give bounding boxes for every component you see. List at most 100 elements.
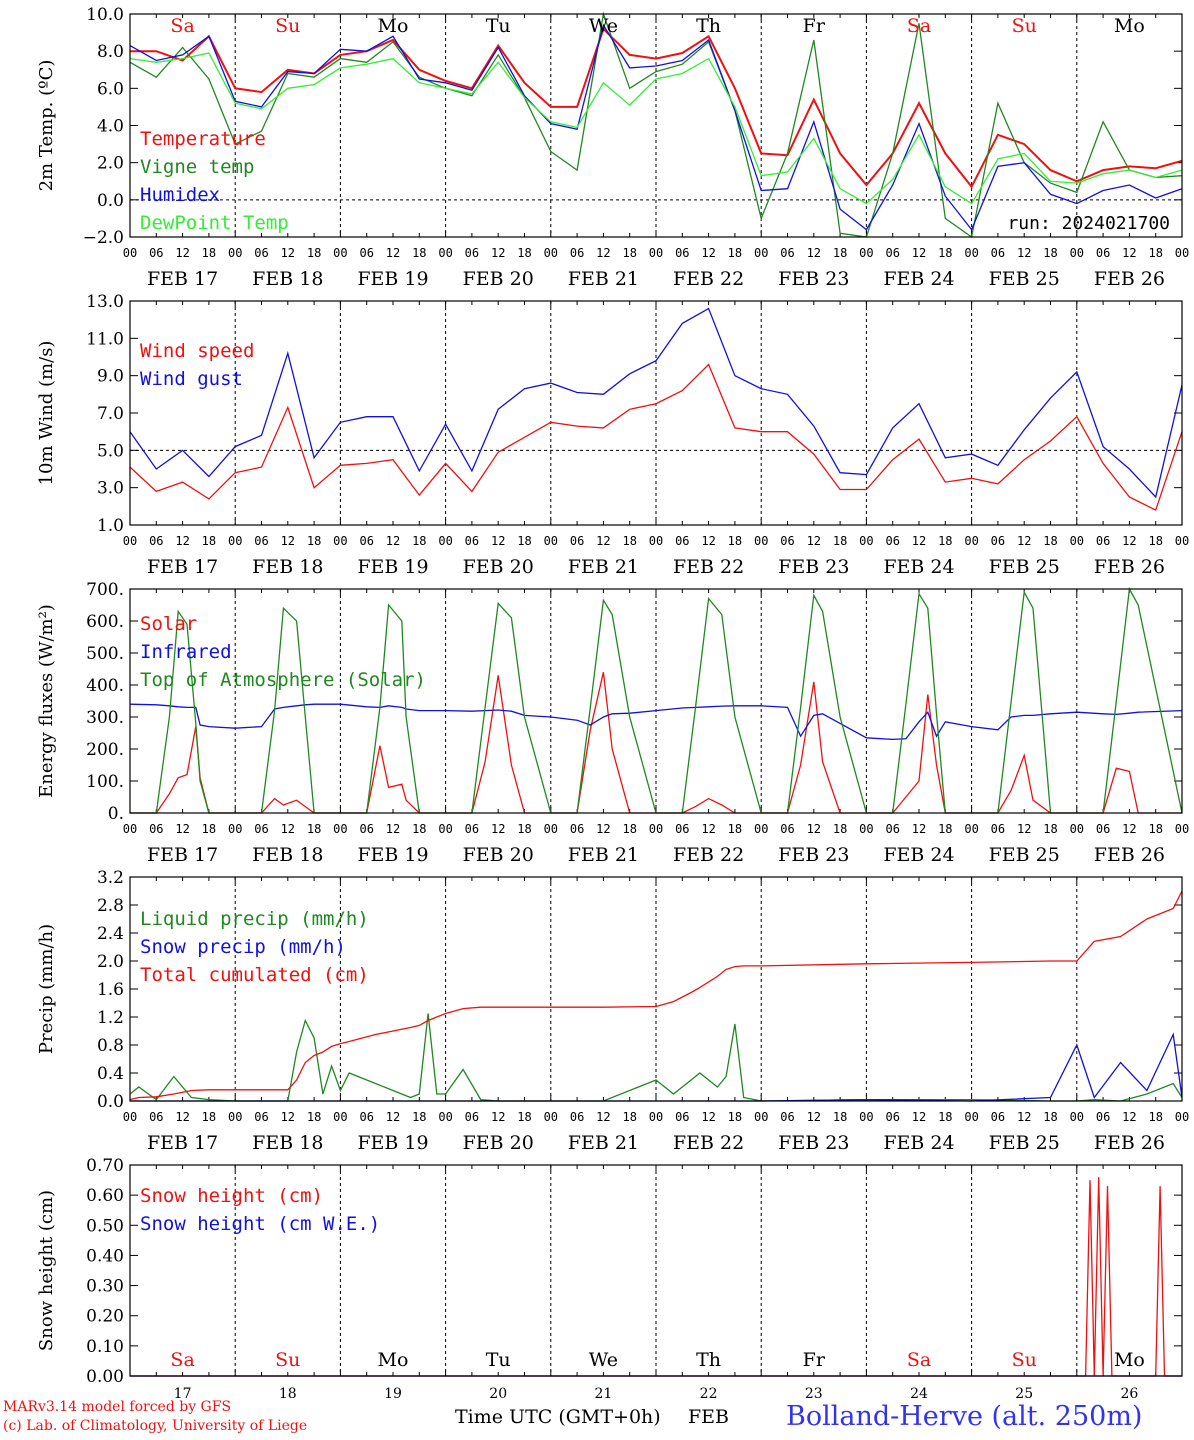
legend-entry: DewPoint Temp — [140, 212, 289, 234]
x-tick-label: 06 — [675, 822, 689, 836]
day-label: Su — [275, 1349, 300, 1371]
x-tick-label: 00 — [649, 246, 663, 260]
x-tick-label: 12 — [1017, 534, 1031, 548]
y-tick-label: 0.00 — [86, 1367, 124, 1387]
series-line-total-cumulated-cm — [129, 890, 1183, 1101]
series-line-snow-precip-mm-h — [130, 1032, 1183, 1102]
x-tick-label: 00 — [544, 822, 558, 836]
x-tick-label: 18 — [412, 246, 426, 260]
y-tick-label: 8.0 — [97, 42, 124, 62]
x-tick-label: 00 — [1070, 1110, 1084, 1124]
y-tick-label: 0.60 — [86, 1186, 124, 1206]
x-tick-label: 12 — [912, 1110, 926, 1124]
x-tick-label: 12 — [807, 534, 821, 548]
x-tick-label: 00 — [1070, 246, 1084, 260]
x-tick-label: 12 — [1122, 246, 1136, 260]
date-label: FEB 24 — [883, 556, 954, 578]
date-label: FEB 24 — [883, 1132, 954, 1154]
day-number-label: 25 — [1015, 1386, 1033, 1402]
x-tick-label: 00 — [964, 1110, 978, 1124]
x-tick-label: 18 — [938, 1110, 952, 1124]
plot-frame — [129, 876, 1183, 1102]
x-tick-label: 18 — [307, 822, 321, 836]
x-tick-label: 18 — [202, 822, 216, 836]
day-label: We — [589, 1349, 618, 1371]
y-tick-label: 2.0 — [97, 952, 124, 972]
x-tick-label: 00 — [228, 246, 242, 260]
date-label: FEB 23 — [778, 1132, 849, 1154]
x-tick-label: 18 — [728, 246, 742, 260]
x-tick-label: 06 — [991, 822, 1005, 836]
station-title: Bolland-Herve (alt. 250m) — [786, 1401, 1143, 1432]
day-number-label: 21 — [594, 1386, 612, 1402]
y-axis-label: Precip (mm/h) — [36, 924, 57, 1054]
legend-entry: Humidex — [140, 184, 220, 206]
date-label: FEB 25 — [989, 268, 1060, 290]
x-tick-label: 18 — [833, 1110, 847, 1124]
date-label: FEB 24 — [883, 844, 954, 866]
legend-entry: Top of Atmosphere (Solar) — [140, 669, 426, 691]
date-label: FEB 20 — [463, 1132, 534, 1154]
x-tick-label: 12 — [175, 822, 189, 836]
date-label: FEB 25 — [989, 844, 1060, 866]
day-number-label: 24 — [910, 1386, 928, 1402]
x-tick-label: 12 — [912, 246, 926, 260]
y-tick-label: 100. — [86, 772, 124, 792]
x-tick-label: 18 — [517, 246, 531, 260]
day-number-label: 20 — [489, 1386, 507, 1402]
x-tick-label: 18 — [202, 1110, 216, 1124]
panel-5: 0.00 0.10 0.20 0.30 0.40 0.50 0.60 0.70 Snow hei… — [36, 1156, 1183, 1402]
day-label: Fr — [803, 1349, 826, 1371]
legend-entry: Vigne temp — [140, 156, 254, 178]
date-label: FEB 17 — [147, 556, 218, 578]
x-tick-label: 06 — [359, 246, 373, 260]
date-label: FEB 20 — [463, 844, 534, 866]
y-tick-label: 700. — [86, 580, 124, 600]
x-tick-label: 00 — [333, 534, 347, 548]
x-tick-label: 18 — [307, 246, 321, 260]
y-axis-label: 2m Temp. (ºC) — [36, 60, 57, 192]
day-number-label: 17 — [174, 1386, 192, 1402]
series-line-vigne-temp — [129, 11, 1183, 239]
x-tick-label: 06 — [465, 822, 479, 836]
y-tick-label: 500. — [86, 644, 124, 664]
x-tick-label: 00 — [123, 246, 137, 260]
y-axis-label: Snow height (cm) — [36, 1190, 57, 1351]
series-line-wind-gust — [129, 307, 1183, 499]
date-label: FEB 21 — [568, 844, 639, 866]
day-label: Mo — [1114, 15, 1145, 37]
x-tick-label: 06 — [149, 246, 163, 260]
date-label: FEB 25 — [989, 1132, 1060, 1154]
y-tick-label: 0.30 — [86, 1277, 124, 1297]
y-tick-label: 9.0 — [97, 367, 124, 387]
model-credit: MARv3.14 model forced by GFS — [3, 1399, 232, 1415]
x-tick-label: 18 — [517, 822, 531, 836]
y-tick-label: 0. — [108, 804, 124, 824]
time-axis-label: Time UTC (GMT+0h) — [455, 1406, 661, 1428]
x-tick-label: 00 — [123, 534, 137, 548]
day-label: Tu — [486, 15, 511, 37]
x-tick-label: 00 — [228, 1110, 242, 1124]
x-tick-label: 00 — [228, 534, 242, 548]
y-tick-label: 1.0 — [97, 516, 124, 536]
x-tick-label: 18 — [1148, 534, 1162, 548]
x-tick-label: 18 — [833, 246, 847, 260]
x-tick-label: 18 — [202, 534, 216, 548]
x-tick-label: 18 — [307, 1110, 321, 1124]
date-label: FEB 17 — [147, 1132, 218, 1154]
x-tick-label: 12 — [491, 822, 505, 836]
x-tick-label: 06 — [254, 246, 268, 260]
plot-frame — [129, 13, 1183, 238]
x-tick-label: 00 — [754, 1110, 768, 1124]
x-tick-label: 00 — [859, 822, 873, 836]
y-tick-label: 13.0 — [86, 292, 124, 312]
x-tick-label: 12 — [386, 246, 400, 260]
x-tick-label: 06 — [254, 534, 268, 548]
date-label: FEB 19 — [357, 844, 428, 866]
y-tick-label: 7.0 — [97, 404, 124, 424]
date-label: FEB 17 — [147, 268, 218, 290]
x-tick-label: 12 — [281, 1110, 295, 1124]
x-tick-label: 12 — [175, 246, 189, 260]
x-tick-label: 00 — [1175, 246, 1189, 260]
lab-credit: (c) Lab. of Climatology, University of L… — [3, 1418, 308, 1434]
